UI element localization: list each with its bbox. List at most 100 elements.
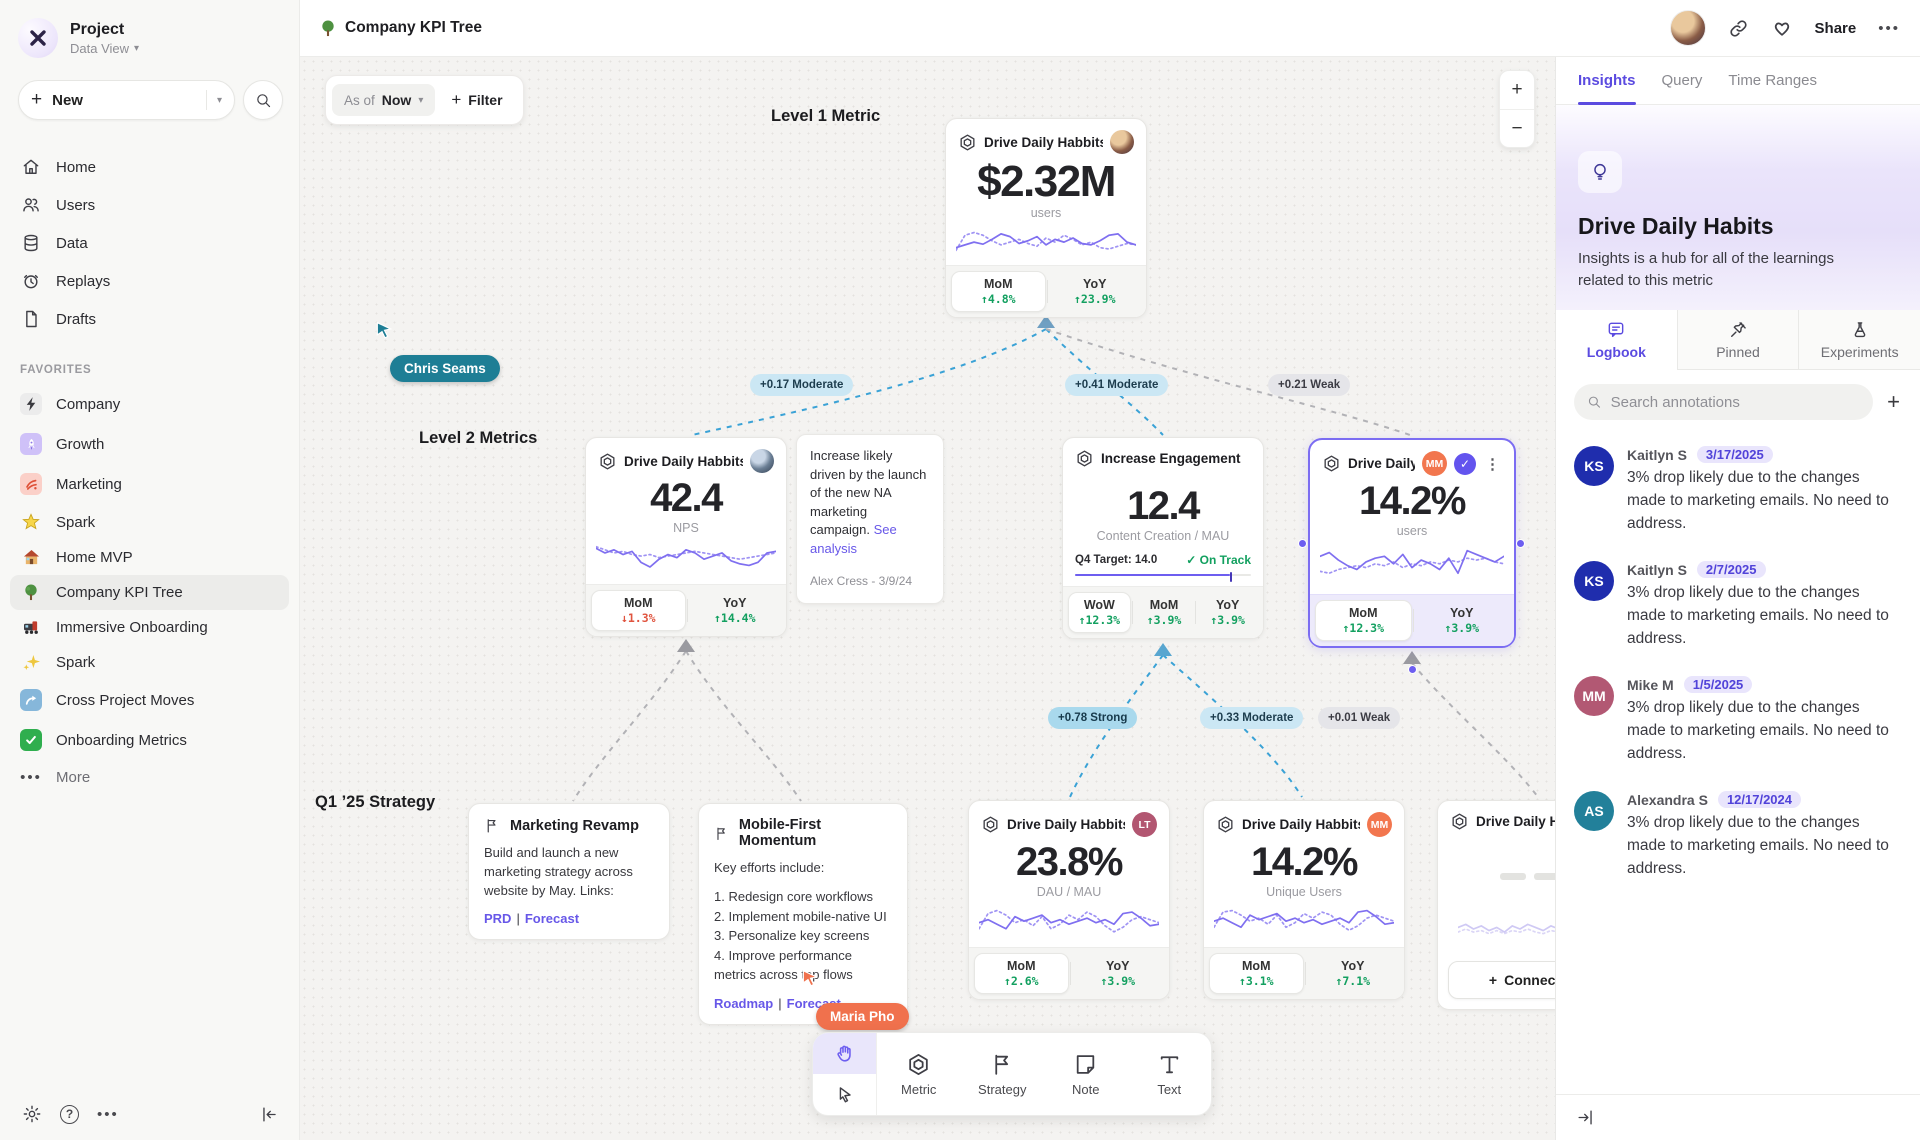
- roadmap-link[interactable]: Roadmap: [714, 995, 774, 1011]
- annotation-entry[interactable]: AS Alexandra S 12/17/2024 3% drop likely…: [1574, 791, 1898, 880]
- chevron-down-icon: ▾: [418, 94, 424, 106]
- user-avatar[interactable]: [1669, 10, 1706, 46]
- sidebar-item-drafts[interactable]: Drafts: [10, 300, 289, 338]
- share-button[interactable]: Share: [1814, 19, 1857, 37]
- tab-time-ranges[interactable]: Time Ranges: [1728, 72, 1818, 89]
- tree-icon: [20, 584, 42, 601]
- selection-handle[interactable]: [1516, 539, 1525, 548]
- level-1-label: Level 1 Metric: [771, 107, 881, 125]
- project-switcher[interactable]: Project Data View ▾: [0, 0, 299, 72]
- canvas-annotation-note[interactable]: Increase likely driven by the launch of …: [796, 434, 944, 604]
- stat-mom[interactable]: MoM ↑4.8%: [951, 271, 1046, 312]
- metric-card-unique-users[interactable]: Drive Daily Habbits MM 14.2% Unique User…: [1203, 800, 1405, 1000]
- metric-icon: [983, 816, 998, 833]
- sidebar-item-more[interactable]: ••• More: [10, 760, 289, 795]
- metric-unit: Unique Users: [1266, 884, 1342, 899]
- favorite-item-growth[interactable]: Growth: [10, 424, 289, 464]
- insights-subtabs: Logbook Pinned Experiments: [1556, 310, 1920, 370]
- metric-card-engagement[interactable]: Increase Engagement 12.4 Content Creatio…: [1062, 437, 1264, 639]
- kebab-menu-icon[interactable]: ⋮: [1485, 455, 1500, 473]
- stat-yoy[interactable]: YoY ↑7.1%: [1304, 953, 1400, 994]
- note-tool-button[interactable]: Note: [1044, 1033, 1128, 1115]
- collapse-sidebar-icon[interactable]: [260, 1105, 279, 1124]
- annotation-date-badge[interactable]: 2/7/2025: [1696, 561, 1766, 578]
- overflow-menu-icon[interactable]: •••: [1878, 19, 1900, 37]
- connect-button[interactable]: + Connect: [1448, 961, 1555, 999]
- annotation-date-badge[interactable]: 12/17/2024: [1717, 791, 1802, 808]
- collapse-panel-icon[interactable]: [1576, 1108, 1595, 1127]
- see-analysis-link[interactable]: See analysis: [810, 522, 897, 556]
- favorite-item-label: Marketing: [56, 475, 122, 493]
- metric-card-selected[interactable]: Drive Daily Habb.. MM ✓ ⋮ 14.2% users Mo…: [1308, 438, 1516, 648]
- sidebar-item-home[interactable]: Home: [10, 148, 289, 186]
- annotation-search[interactable]: [1574, 384, 1874, 420]
- stat-yoy[interactable]: YoY ↑23.9%: [1046, 271, 1142, 312]
- hand-tool-button[interactable]: [813, 1033, 876, 1074]
- selection-handle[interactable]: [1298, 539, 1307, 548]
- connect-label: Connect: [1504, 972, 1555, 988]
- favorite-item-onboarding-metrics[interactable]: Onboarding Metrics: [10, 720, 289, 760]
- stat-yoy[interactable]: YoY ↑3.9%: [1195, 592, 1258, 633]
- annotation-search-input[interactable]: [1610, 393, 1861, 411]
- filter-button[interactable]: + Filter: [437, 82, 516, 118]
- strategy-tool-button[interactable]: Strategy: [961, 1033, 1045, 1115]
- annotation-entry[interactable]: KS Kaitlyn S 3/17/2025 3% drop likely du…: [1574, 446, 1898, 535]
- text-tool-button[interactable]: Text: [1128, 1033, 1212, 1115]
- new-button[interactable]: + New ▾: [18, 80, 235, 120]
- stat-yoy[interactable]: YoY ↑3.9%: [1412, 600, 1510, 641]
- tab-query[interactable]: Query: [1661, 72, 1703, 89]
- stat-mom[interactable]: MoM ↑2.6%: [974, 953, 1069, 994]
- stat-mom[interactable]: MoM ↑3.1%: [1209, 953, 1304, 994]
- data-view-selector[interactable]: Data View ▾: [70, 41, 139, 56]
- favorite-item-home-mvp[interactable]: Home MVP: [10, 540, 289, 575]
- subtab-pinned[interactable]: Pinned: [1676, 310, 1799, 370]
- stat-yoy[interactable]: YoY ↑3.9%: [1069, 953, 1165, 994]
- add-annotation-button[interactable]: +: [1887, 389, 1900, 414]
- annotation-entry[interactable]: KS Kaitlyn S 2/7/2025 3% drop likely due…: [1574, 561, 1898, 650]
- favorite-heart-icon[interactable]: [1771, 17, 1793, 39]
- select-tool-button[interactable]: [813, 1074, 876, 1115]
- zoom-in-button[interactable]: +: [1511, 79, 1523, 100]
- favorite-item-spark-2[interactable]: Spark: [10, 645, 289, 680]
- stat-wow[interactable]: WoW ↑12.3%: [1068, 592, 1131, 633]
- settings-gear-icon[interactable]: [22, 1104, 42, 1124]
- stat-yoy[interactable]: YoY ↑14.4%: [686, 590, 782, 631]
- chevron-down-icon[interactable]: ▾: [216, 94, 222, 106]
- tool-label: Strategy: [978, 1081, 1027, 1097]
- metric-tool-button[interactable]: Metric: [877, 1033, 961, 1115]
- favorite-item-cross-project-moves[interactable]: Cross Project Moves: [10, 680, 289, 720]
- favorite-item-company[interactable]: Company: [10, 384, 289, 424]
- metric-card-dau-mau[interactable]: Drive Daily Habbits LT 23.8% DAU / MAU M…: [968, 800, 1170, 1000]
- stat-mom[interactable]: MoM ↑3.9%: [1131, 592, 1195, 633]
- stat-mom[interactable]: MoM ↑12.3%: [1315, 600, 1412, 641]
- metric-card-nps[interactable]: Drive Daily Habbits 42.4 NPS MoM ↓1.3% Yo…: [585, 437, 787, 637]
- as-of-selector[interactable]: As of Now ▾: [332, 84, 436, 116]
- strategy-card-marketing-revamp[interactable]: Marketing Revamp Build and launch a new …: [468, 803, 670, 940]
- strategy-card-mobile-first[interactable]: Mobile-First Momentum Key efforts includ…: [698, 803, 908, 1025]
- stat-mom[interactable]: MoM ↓1.3%: [591, 590, 686, 631]
- annotation-entry[interactable]: MM Mike M 1/5/2025 3% drop likely due to…: [1574, 676, 1898, 765]
- annotation-date-badge[interactable]: 3/17/2025: [1696, 446, 1773, 463]
- sidebar-item-replays[interactable]: Replays: [10, 262, 289, 300]
- selection-handle[interactable]: [1408, 665, 1417, 674]
- tab-insights[interactable]: Insights: [1578, 57, 1636, 105]
- help-icon[interactable]: ?: [60, 1104, 79, 1124]
- annotation-date-badge[interactable]: 1/5/2025: [1683, 676, 1753, 693]
- favorite-item-immersive-onboarding[interactable]: Immersive Onboarding: [10, 610, 289, 645]
- sidebar-item-data[interactable]: Data: [10, 224, 289, 262]
- search-button[interactable]: [243, 80, 283, 120]
- more-options-icon[interactable]: •••: [97, 1105, 119, 1123]
- metric-card-placeholder[interactable]: Drive Daily Hab + Connect: [1437, 800, 1555, 1010]
- subtab-experiments[interactable]: Experiments: [1798, 310, 1920, 370]
- prd-link[interactable]: PRD: [484, 911, 512, 926]
- kpi-tree-canvas[interactable]: As of Now ▾ + Filter + − Level 1 Metric …: [300, 57, 1555, 1140]
- sidebar-item-users[interactable]: Users: [10, 186, 289, 224]
- forecast-link[interactable]: Forecast: [524, 911, 580, 926]
- zoom-out-button[interactable]: −: [1500, 109, 1534, 147]
- favorite-item-marketing[interactable]: Marketing: [10, 464, 289, 504]
- subtab-logbook[interactable]: Logbook: [1556, 310, 1677, 370]
- metric-card-level1[interactable]: Drive Daily Habbits $2.32M users MoM ↑4.8…: [945, 118, 1147, 318]
- favorite-item-company-kpi-tree[interactable]: Company KPI Tree: [10, 575, 289, 610]
- copy-link-icon[interactable]: [1728, 18, 1749, 39]
- favorite-item-spark[interactable]: Spark: [10, 504, 289, 540]
